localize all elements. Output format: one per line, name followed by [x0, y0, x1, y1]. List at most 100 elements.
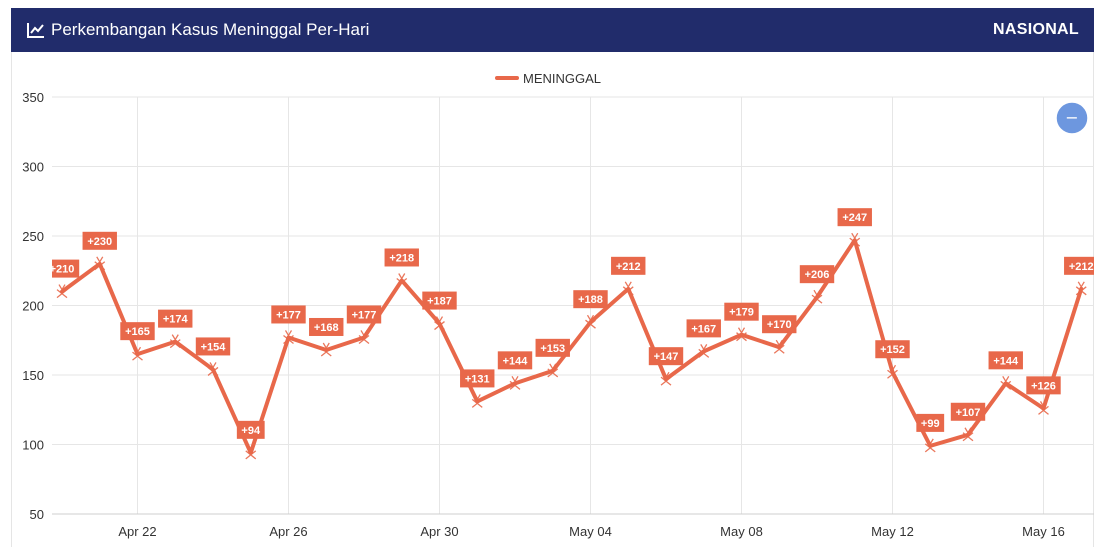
data-label-box [309, 317, 344, 336]
data-label-box [497, 351, 533, 370]
chart-header: Perkembangan Kasus Meninggal Per-Hari NA… [11, 8, 1094, 52]
data-point-marker[interactable] [94, 256, 106, 271]
data-label-box [236, 420, 265, 439]
data-label-box [916, 413, 945, 432]
data-label: +177 [276, 309, 301, 321]
y-tick-label: 150 [22, 368, 44, 383]
data-point-marker[interactable] [132, 346, 143, 361]
data-point-marker[interactable] [245, 445, 257, 460]
data-label-box [1026, 376, 1061, 395]
data-label: +210 [50, 264, 75, 276]
data-point-marker[interactable] [849, 232, 861, 247]
data-point-marker[interactable] [660, 371, 672, 386]
data-label: +99 [921, 418, 940, 430]
series-group: +210 +230 +165 +174 +154 +94 +177 +168 +177 +218 +… [50, 208, 1094, 460]
data-label: +94 [241, 425, 261, 437]
data-label-box [686, 319, 721, 338]
data-label-box [158, 309, 193, 328]
data-point-marker[interactable] [1000, 376, 1012, 390]
data-label: +107 [956, 407, 981, 419]
data-point-marker[interactable] [320, 342, 332, 357]
data-label-box [762, 315, 797, 334]
data-label-box [384, 248, 419, 267]
data-label: +131 [465, 373, 490, 385]
series-line [60, 238, 1084, 455]
data-label-box [799, 265, 835, 284]
data-point-marker[interactable] [811, 289, 823, 304]
data-label: +168 [314, 322, 339, 334]
data-point-marker[interactable] [434, 316, 445, 331]
data-label-box [195, 337, 231, 356]
region-label: NASIONAL [993, 21, 1079, 38]
data-point-marker[interactable] [962, 427, 974, 442]
data-label-box [573, 290, 608, 309]
data-point-marker[interactable] [358, 330, 370, 344]
chart-title: Perkembangan Kasus Meninggal Per-Hari [51, 20, 370, 39]
data-label: +165 [125, 326, 150, 338]
data-label-box [724, 302, 759, 321]
data-label-box [422, 291, 457, 310]
data-label: +247 [842, 212, 867, 224]
data-label-box [837, 208, 872, 227]
data-label-box [611, 256, 646, 275]
data-point-marker[interactable] [773, 339, 785, 354]
data-point-marker[interactable] [169, 334, 181, 349]
y-tick-label: 300 [22, 160, 44, 175]
data-label: +167 [691, 323, 716, 335]
data-point-marker[interactable] [622, 281, 634, 296]
y-tick-label: 250 [22, 229, 44, 244]
data-label: +218 [389, 252, 414, 264]
y-tick-label: 350 [22, 90, 44, 105]
data-point-marker[interactable] [698, 344, 710, 358]
data-point-marker[interactable] [547, 363, 559, 378]
data-label: +152 [880, 344, 905, 356]
data-point-marker[interactable] [56, 284, 68, 299]
data-label: +188 [578, 294, 603, 306]
data-label: +177 [352, 309, 377, 321]
y-tick-label: 200 [22, 299, 44, 314]
data-label: +144 [503, 355, 529, 367]
data-label: +170 [767, 319, 792, 331]
x-tick-label: Apr 22 [118, 524, 156, 539]
data-point-marker[interactable] [396, 273, 408, 287]
data-point-marker[interactable] [471, 394, 483, 408]
data-label: +153 [540, 343, 565, 355]
y-tick-label: 100 [22, 438, 44, 453]
data-label: +147 [654, 351, 679, 363]
data-label-box [1064, 256, 1094, 275]
data-point-marker[interactable] [887, 364, 898, 379]
data-point-marker[interactable] [1038, 401, 1049, 415]
data-label: +212 [616, 261, 641, 273]
data-label-box [535, 338, 570, 357]
legend-label[interactable]: MENINGGAL [523, 71, 601, 86]
data-label-box [460, 369, 495, 388]
data-label: +126 [1031, 380, 1056, 392]
data-label-box [82, 231, 117, 250]
x-tick-label: Apr 26 [269, 524, 307, 539]
data-point-marker[interactable] [1075, 281, 1087, 296]
data-point-marker[interactable] [509, 376, 521, 390]
x-tick-label: May 08 [720, 524, 763, 539]
zoom-out-icon: − [1065, 108, 1078, 127]
x-tick-label: May 04 [569, 524, 612, 539]
data-label: +154 [201, 341, 227, 353]
data-label: +174 [163, 314, 189, 326]
data-point-marker[interactable] [585, 314, 596, 329]
zoom-out-button[interactable]: − [1055, 101, 1089, 135]
data-point-marker[interactable] [924, 438, 936, 453]
data-point-marker[interactable] [283, 330, 294, 344]
data-point-marker[interactable] [736, 327, 747, 342]
chart-panel [11, 52, 1094, 547]
data-label-box [271, 305, 306, 324]
y-tick-label: 50 [30, 507, 44, 522]
data-label: +212 [1069, 261, 1094, 273]
data-label-box [950, 402, 986, 421]
x-tick-label: May 16 [1022, 524, 1065, 539]
data-label-box [120, 322, 155, 341]
data-label: +230 [87, 236, 112, 248]
data-label: +206 [805, 269, 830, 281]
data-point-marker[interactable] [207, 362, 219, 376]
data-label: +187 [427, 296, 452, 308]
data-label-box [346, 305, 382, 324]
